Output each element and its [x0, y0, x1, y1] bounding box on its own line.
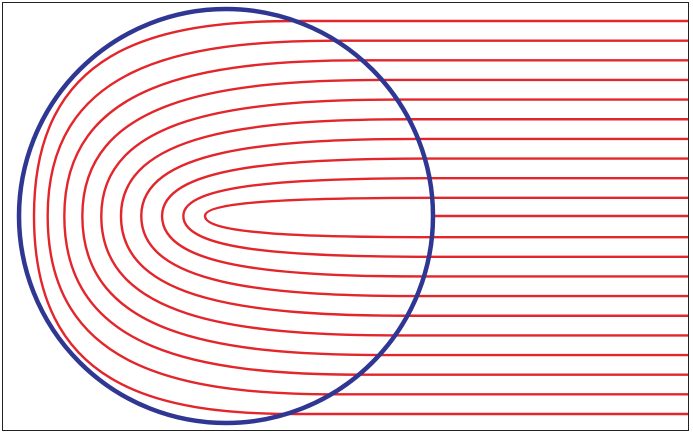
field-line — [100, 98, 688, 337]
field-line — [81, 78, 688, 357]
boundary-circle — [16, 6, 436, 426]
field-line — [46, 39, 688, 396]
field-line — [63, 59, 688, 376]
field-line — [203, 196, 688, 239]
field-line — [119, 118, 688, 317]
field-line — [160, 157, 688, 278]
field-line — [140, 137, 688, 298]
field-line — [182, 177, 688, 258]
field-lines-group — [32, 19, 688, 416]
field-line — [32, 19, 688, 416]
